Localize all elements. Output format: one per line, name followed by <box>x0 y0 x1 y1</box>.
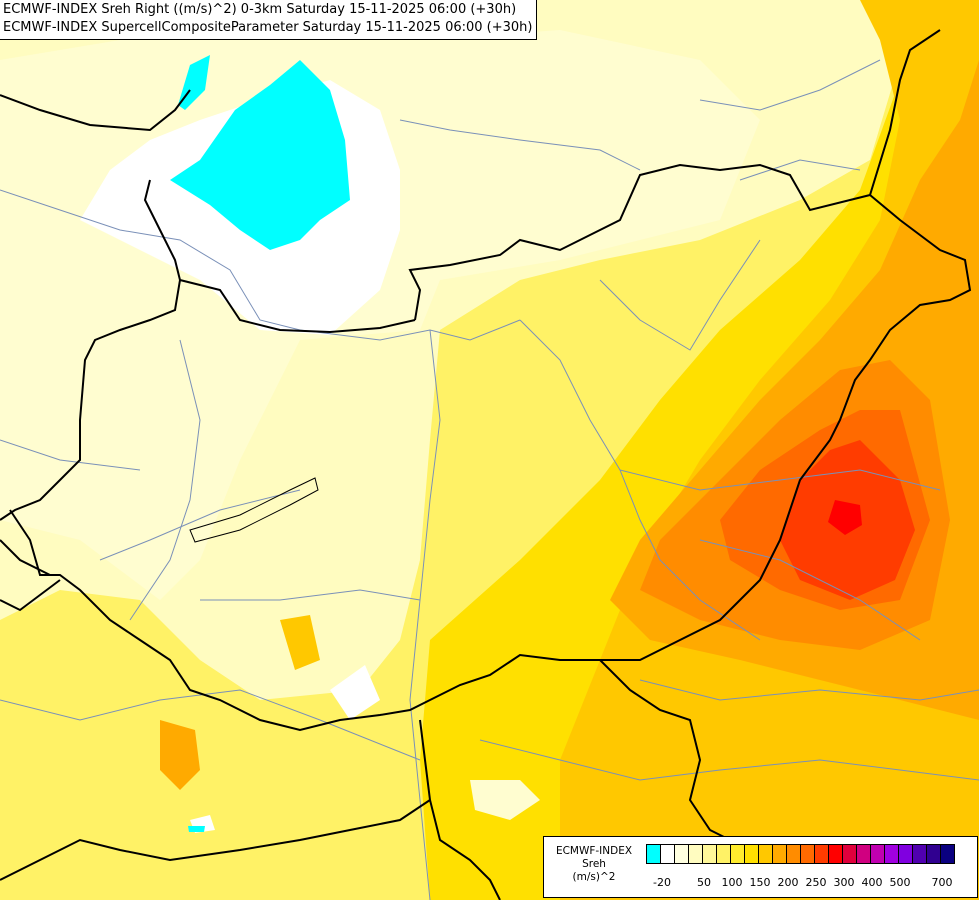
legend-cell <box>786 844 801 864</box>
legend-tick-label: 300 <box>833 876 855 889</box>
legend-tick-label: 500 <box>889 876 911 889</box>
legend-tick-label: 50 <box>697 876 711 889</box>
field-sw-cyan <box>188 826 205 832</box>
legend-cell <box>758 844 773 864</box>
legend-cell <box>870 844 885 864</box>
legend-tick-label: 150 <box>749 876 771 889</box>
legend-cell <box>884 844 899 864</box>
map-title-box: ECMWF-INDEX Sreh Right ((m/s)^2) 0-3km S… <box>0 0 538 40</box>
legend-cell <box>660 844 675 864</box>
legend-label-variable: Sreh <box>582 858 606 870</box>
legend-cell <box>716 844 731 864</box>
legend-cell <box>744 844 759 864</box>
legend-cell <box>856 844 871 864</box>
lake <box>189 477 319 543</box>
legend-cell <box>842 844 857 864</box>
legend-cell <box>898 844 913 864</box>
field-sw-patch <box>160 720 200 790</box>
legend-cell <box>772 844 787 864</box>
field-core <box>828 500 862 535</box>
legend-cell <box>926 844 941 864</box>
color-legend: ECMWF-INDEX Sreh (m/s)^2 -20 50 100 150 200 2… <box>543 836 978 898</box>
legend-cell <box>730 844 745 864</box>
legend-label: ECMWF-INDEX Sreh (m/s)^2 <box>546 845 642 884</box>
legend-cell <box>674 844 689 864</box>
legend-tick-label: -20 <box>653 876 671 889</box>
legend-tick-label: 250 <box>805 876 827 889</box>
legend-tick-label: 700 <box>931 876 953 889</box>
borders <box>0 29 972 900</box>
legend-label-unit: (m/s)^2 <box>572 871 616 883</box>
title-scp: ECMWF-INDEX SupercellCompositeParameter … <box>3 20 533 35</box>
legend-cell <box>702 844 717 864</box>
legend-cell <box>814 844 829 864</box>
field-sw-white <box>330 665 380 720</box>
legend-tick-label: 400 <box>861 876 883 889</box>
legend-cell <box>646 844 661 864</box>
legend-cell <box>800 844 815 864</box>
legend-cell <box>828 844 843 864</box>
field-s-white <box>470 780 540 820</box>
legend-tick-label: 200 <box>777 876 799 889</box>
title-sreh: ECMWF-INDEX Sreh Right ((m/s)^2) 0-3km S… <box>3 2 517 17</box>
legend-cell <box>940 844 955 864</box>
legend-cell <box>688 844 703 864</box>
field-cyan <box>170 60 350 250</box>
legend-cell <box>912 844 927 864</box>
legend-tick-label: 100 <box>721 876 743 889</box>
legend-label-model: ECMWF-INDEX <box>555 845 633 857</box>
field-sw-patch-2 <box>280 615 320 670</box>
